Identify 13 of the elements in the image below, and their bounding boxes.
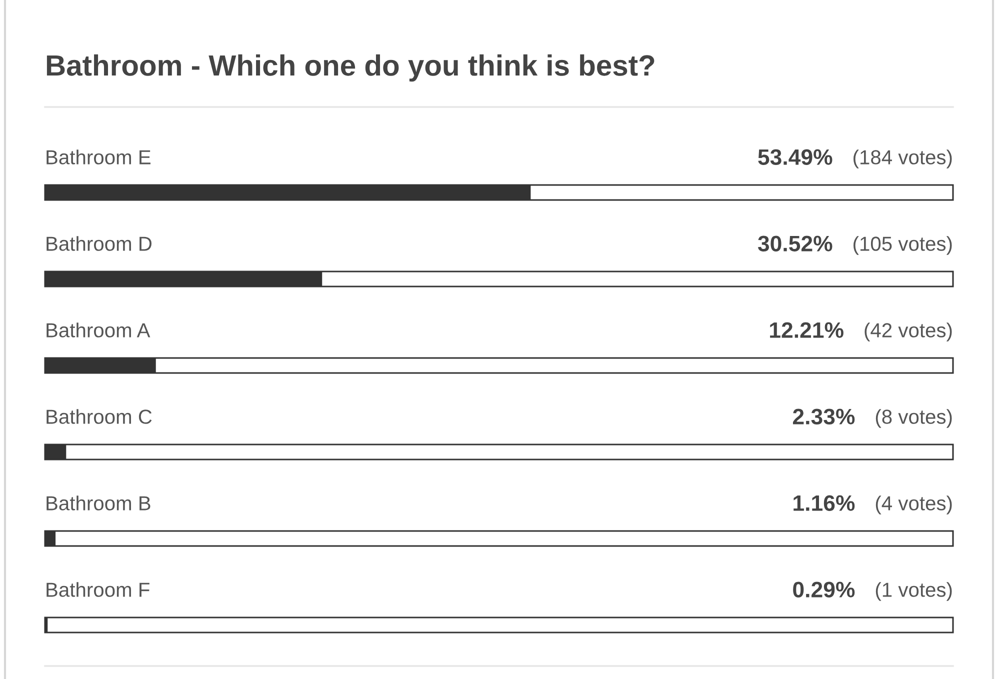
y-tick-label: Bathroom C xyxy=(46,409,152,424)
y-tick-label: Bathroom E xyxy=(46,150,150,164)
data-label: 0.29% (1 votes) xyxy=(793,582,952,601)
data-label: 12.21% (42 votes) xyxy=(770,322,952,342)
chart-title: Bathroom - Which one do you think is best? xyxy=(46,54,654,82)
y-tick-label: Bathroom A xyxy=(46,322,150,338)
y-tick-label: Bathroom B xyxy=(46,496,150,510)
data-label: 53.49% (184 votes) xyxy=(758,149,952,168)
data-label: 30.52% (105 votes) xyxy=(758,236,952,255)
y-tick-label: Bathroom D xyxy=(46,236,152,251)
y-tick-label: Bathroom F xyxy=(46,582,150,597)
data-label: 2.33% (8 votes) xyxy=(792,408,952,428)
data-label: 1.16% (4 votes) xyxy=(794,495,952,514)
